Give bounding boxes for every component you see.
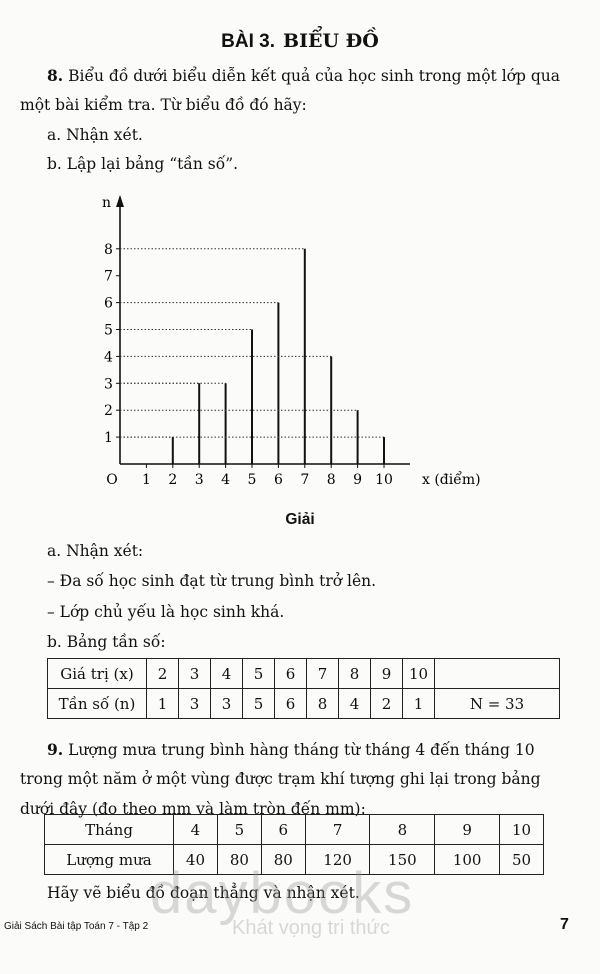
x-tick-label: 9 xyxy=(353,472,362,488)
table-cell: 10 xyxy=(402,658,435,689)
problem8-line1: 8. Biểu đồ dưới biểu diễn kết quả của họ… xyxy=(47,66,560,85)
table-cell: Giá trị (x) xyxy=(47,658,147,689)
y-tick-label: 8 xyxy=(104,242,113,258)
x-tick-label: O xyxy=(106,472,117,488)
y-axis-label: n xyxy=(102,195,111,211)
table-cell: 80 xyxy=(216,844,262,875)
table-cell: 8 xyxy=(306,688,339,719)
table-cell: 3 xyxy=(178,688,211,719)
table-cell: 50 xyxy=(499,844,544,875)
x-tick-label: 3 xyxy=(195,472,204,488)
table-cell: 6 xyxy=(260,814,306,845)
table-cell: 9 xyxy=(370,658,403,689)
table-cell: N = 33 xyxy=(434,688,560,719)
y-tick-label: 3 xyxy=(104,376,113,392)
table-cell: 10 xyxy=(499,814,544,845)
table-row: Lượng mưa 40 80 80 120 150 100 50 xyxy=(44,844,544,875)
problem8-line2: một bài kiểm tra. Từ biểu đồ đó hãy: xyxy=(20,96,307,114)
problem9-line3: dưới đây (đo theo mm và làm tròn đến mm)… xyxy=(20,800,366,818)
y-axis-arrow xyxy=(116,195,124,207)
solution-heading: Giải xyxy=(285,511,315,528)
table-cell: 9 xyxy=(434,814,501,845)
table-row: Giá trị (x) 2 3 4 5 6 7 8 9 10 xyxy=(47,658,560,689)
problem8-a: a. Nhận xét. xyxy=(47,126,143,144)
x-tick-label: 6 xyxy=(274,472,283,488)
x-tick-label: 2 xyxy=(168,472,177,488)
table-cell: 5 xyxy=(216,814,262,845)
table-cell: 5 xyxy=(242,688,275,719)
x-tick-label: 8 xyxy=(327,472,336,488)
x-tick-label: 5 xyxy=(248,472,257,488)
table-cell: 7 xyxy=(306,658,339,689)
y-tick-label: 1 xyxy=(104,430,113,446)
table-cell: Tần số (n) xyxy=(47,688,147,719)
table-row: Tháng 4 5 6 7 8 9 10 xyxy=(44,814,544,845)
solution-a1: – Đa số học sinh đạt từ trung bình trở l… xyxy=(47,572,377,590)
table-cell: 150 xyxy=(369,844,436,875)
table-cell: 1 xyxy=(402,688,435,719)
solution-b: b. Bảng tần số: xyxy=(47,633,166,651)
table-cell: 40 xyxy=(173,844,218,875)
table-cell: 3 xyxy=(178,658,211,689)
table-cell: 120 xyxy=(304,844,371,875)
frequency-bar-chart: n 1 2 3 4 5 6 7 8 O 1 2 3 4 5 6 7 8 9 10 x (điểm) xyxy=(102,195,481,488)
y-tick-label: 2 xyxy=(104,403,113,419)
table-cell: 3 xyxy=(210,688,243,719)
table-row: Tần số (n) 1 3 3 5 6 8 4 2 1 N = 33 xyxy=(47,688,560,719)
solution-a: a. Nhận xét: xyxy=(47,542,144,560)
table-cell: 8 xyxy=(338,658,371,689)
table-cell: Lượng mưa xyxy=(44,844,174,875)
table-cell: 8 xyxy=(369,814,436,845)
table-cell xyxy=(434,658,560,689)
x-tick-label: 1 xyxy=(142,472,151,488)
frequency-table: Giá trị (x) 2 3 4 5 6 7 8 9 10 Tần số (n) 1 3 3 5 6 8 4 2 1… xyxy=(47,658,560,719)
table-cell: 6 xyxy=(274,658,307,689)
y-tick-label: 7 xyxy=(104,269,113,285)
problem9-line2: trong một năm ở một vùng được trạm khí t… xyxy=(20,770,541,788)
table-cell: 4 xyxy=(338,688,371,719)
x-axis-label: x (điểm) xyxy=(422,470,481,488)
x-tick-label: 7 xyxy=(300,472,309,488)
page-number: 7 xyxy=(560,916,569,933)
solution-a2: – Lớp chủ yếu là học sinh khá. xyxy=(47,603,285,621)
watermark-brand: daybooks xyxy=(150,861,415,926)
table-cell: 7 xyxy=(304,814,371,845)
problem9-line1: 9. Lượng mưa trung bình hàng tháng từ th… xyxy=(47,740,535,759)
footer-book-title: Giải Sách Bài tập Toán 7 - Tập 2 xyxy=(4,921,149,932)
table-cell: 100 xyxy=(434,844,501,875)
table-cell: 5 xyxy=(242,658,275,689)
table-cell: 4 xyxy=(173,814,218,845)
table-cell: 4 xyxy=(210,658,243,689)
problem8-b: b. Lập lại bảng “tần số”. xyxy=(47,155,239,173)
y-tick-label: 4 xyxy=(104,349,113,365)
x-tick-label: 10 xyxy=(375,472,393,488)
problem9-task: Hãy vẽ biểu đồ đoạn thẳng và nhận xét. xyxy=(47,884,360,902)
table-cell: 1 xyxy=(146,688,179,719)
table-cell: Tháng xyxy=(44,814,174,845)
lesson-title: BÀI 3. BIỂU ĐỒ xyxy=(221,30,379,52)
y-tick-label: 6 xyxy=(104,296,113,312)
x-tick-label: 4 xyxy=(221,472,230,488)
table-cell: 2 xyxy=(370,688,403,719)
table-cell: 2 xyxy=(146,658,179,689)
rainfall-table: Tháng 4 5 6 7 8 9 10 Lượng mưa 40 80 80 120 150 100 50 xyxy=(44,814,544,875)
table-cell: 6 xyxy=(274,688,307,719)
watermark-slogan: Khát vọng tri thức xyxy=(232,917,390,939)
y-tick-label: 5 xyxy=(104,323,113,339)
table-cell: 80 xyxy=(260,844,306,875)
